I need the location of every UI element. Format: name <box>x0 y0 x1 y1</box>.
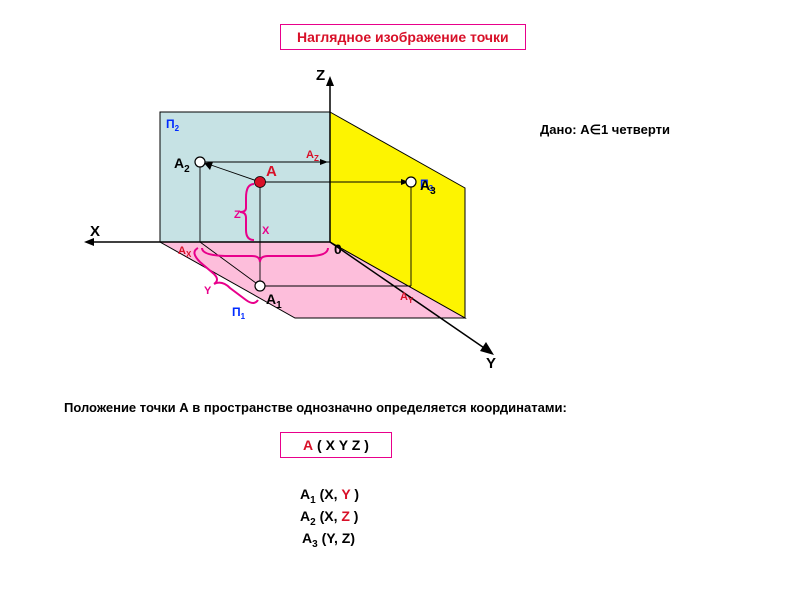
brace-z-label: Z <box>234 209 241 221</box>
diagram: Х Z Y АХ АZ АY П2 П3 П1 А А2 А1 А3 Z Х Y… <box>70 70 590 380</box>
coord-rest: ( Х Y Z ) <box>313 437 369 453</box>
arrow-y-icon <box>480 342 494 355</box>
brace-x-label: Х <box>262 225 270 237</box>
proj-a2: А2 (Х, Z ) <box>300 508 358 528</box>
pt-a1 <box>255 281 265 291</box>
title-box: Наглядное изображение точки <box>280 24 526 50</box>
proj-a3: А3 (Y, Z) <box>302 530 355 550</box>
axis-x-label: Х <box>90 223 100 240</box>
a-label: А <box>266 163 277 180</box>
pt-a3 <box>406 177 416 187</box>
axis-y-label: Y <box>486 355 496 372</box>
brace-y-label: Y <box>204 285 212 297</box>
description: Положение точки А в пространстве однозна… <box>64 400 567 415</box>
proj-a1: А1 (Х, Y ) <box>300 486 359 506</box>
p1-label: П1 <box>232 305 246 321</box>
coord-box: А ( Х Y Z ) <box>280 432 392 458</box>
pt-a2 <box>195 157 205 167</box>
axis-z-label: Z <box>316 70 325 84</box>
title-text: Наглядное изображение точки <box>297 29 509 45</box>
pt-a <box>255 177 266 188</box>
coord-a: А <box>303 437 313 453</box>
origin-label: 0 <box>334 241 342 257</box>
arrow-z-icon <box>326 76 334 86</box>
